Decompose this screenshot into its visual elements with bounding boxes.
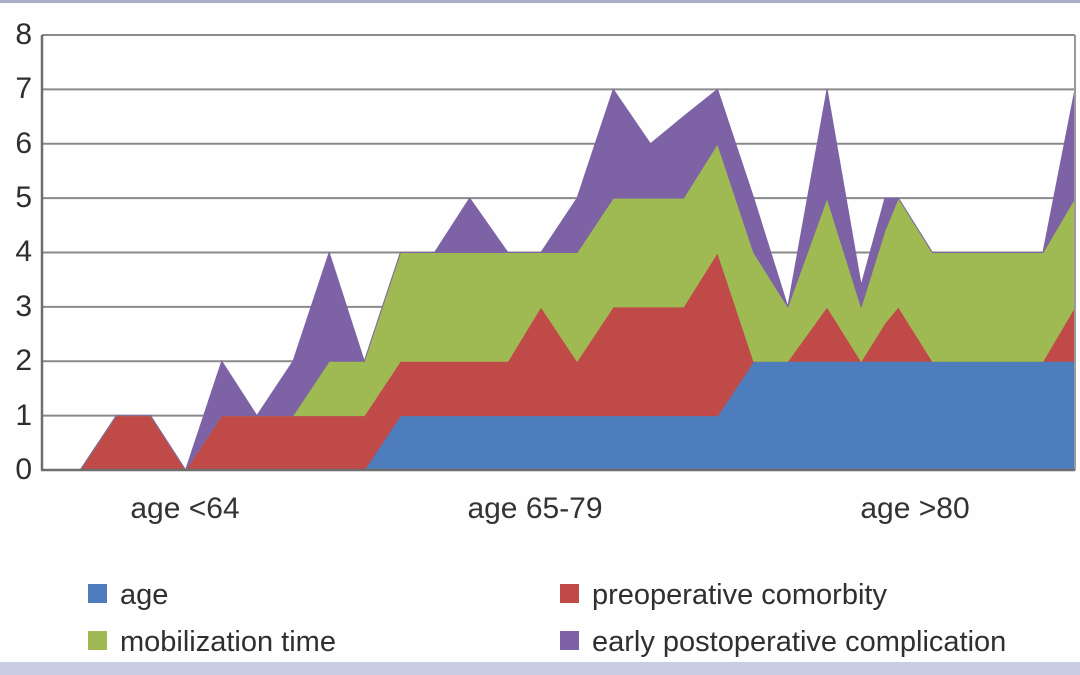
y-axis-tick-label: 1 bbox=[15, 399, 32, 432]
x-axis-group-label-age-65-79: age 65-79 bbox=[467, 492, 603, 525]
y-axis-tick-label: 3 bbox=[15, 290, 32, 323]
legend-label: early postoperative complication bbox=[592, 626, 1007, 658]
legend-swatch-preoperative-comorbity bbox=[560, 584, 579, 603]
y-axis-tick-label: 7 bbox=[15, 72, 32, 105]
legend-swatch-early-postoperative-complication bbox=[560, 631, 579, 650]
y-axis-tick-label: 5 bbox=[15, 181, 32, 214]
x-axis-group-label-age-over-80: age >80 bbox=[860, 492, 970, 525]
legend-swatch-age bbox=[88, 584, 107, 603]
top-edge-strip bbox=[0, 0, 1080, 3]
bottom-edge-strip bbox=[0, 662, 1080, 675]
legend-label: mobilization time bbox=[120, 626, 336, 658]
y-axis-tick-label: 0 bbox=[15, 453, 32, 486]
y-axis-tick-label: 6 bbox=[15, 127, 32, 160]
legend-item-early-postoperative-complication: early postoperative complication bbox=[560, 626, 1006, 658]
y-axis-tick-label: 4 bbox=[15, 235, 32, 268]
legend-item-preoperative-comorbity: preoperative comorbity bbox=[560, 579, 887, 611]
y-axis-tick-label: 2 bbox=[15, 344, 32, 377]
legend-label: preoperative comorbity bbox=[592, 579, 887, 611]
legend-item-mobilization-time: mobilization time bbox=[88, 626, 336, 658]
y-axis-tick-label: 8 bbox=[15, 18, 32, 51]
legend-swatch-mobilization-time bbox=[88, 631, 107, 650]
legend-label: age bbox=[120, 579, 169, 611]
legend-item-age: age bbox=[88, 579, 168, 611]
x-axis-group-label-age-under-64: age <64 bbox=[130, 492, 240, 525]
